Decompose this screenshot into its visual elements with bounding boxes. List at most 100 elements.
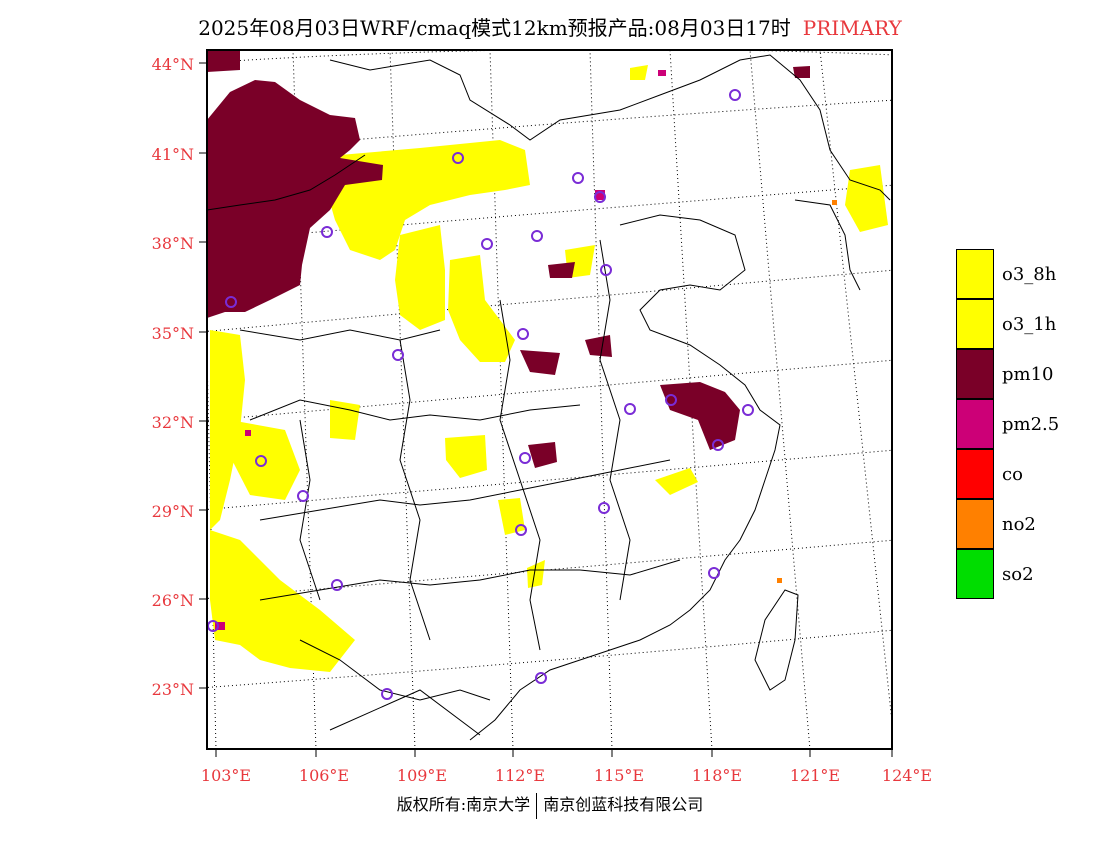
station-marker [665, 394, 677, 406]
lon-label: 106°E [298, 766, 350, 785]
station-marker [255, 455, 267, 467]
o3-region-korea [845, 165, 888, 232]
pm10-region-hebei [548, 262, 575, 278]
legend-label: pm2.5 [1002, 414, 1060, 435]
legend-label: co [1002, 464, 1023, 485]
o3-region-shaanxi [448, 255, 515, 362]
province-line [599, 239, 631, 601]
title-text: 2025年08月03日WRF/cmaq模式12km预报产品:08月03日17时 [198, 16, 791, 40]
lon-label: 103°E [200, 766, 252, 785]
station-marker [392, 349, 404, 361]
primary-tag: PRIMARY [802, 16, 902, 40]
lat-label: 29°N [151, 502, 194, 521]
station-marker [481, 238, 493, 250]
national-border-north [329, 54, 891, 201]
lon-label: 118°E [691, 766, 743, 785]
station-marker [708, 567, 720, 579]
legend-swatch [956, 249, 994, 299]
lat-label: 23°N [151, 680, 194, 699]
pm25-spot [595, 190, 605, 200]
pm10-region-northwest-corner [207, 50, 240, 72]
station-marker [598, 502, 610, 514]
no2-spot [832, 200, 837, 205]
province-line [499, 299, 541, 651]
legend-swatch [956, 399, 994, 449]
province-line [299, 419, 321, 601]
pm25-spots [215, 70, 666, 630]
coastline-east [469, 214, 781, 741]
lat-line-35 [207, 269, 892, 332]
station-marker [531, 230, 543, 242]
hainan-strait [329, 689, 481, 736]
station-marker [515, 524, 527, 536]
footer-divider [536, 792, 538, 819]
legend-swatch [956, 349, 994, 399]
station-marker [297, 490, 309, 502]
lat-label: 41°N [151, 145, 194, 164]
legend-swatch [956, 499, 994, 549]
pm25-spot [245, 430, 251, 436]
legend-label: so2 [1002, 564, 1034, 585]
legend-swatch [956, 549, 994, 599]
pm10-region-henan [520, 350, 560, 375]
legend-swatch [956, 299, 994, 349]
lat-line-44 [207, 50, 892, 64]
station-marker [381, 688, 393, 700]
station-marker [225, 296, 237, 308]
station-marker [594, 191, 606, 203]
station-marker [331, 579, 343, 591]
lon-label: 112°E [494, 766, 546, 785]
province-line [399, 339, 431, 641]
pm10-region-northeast [793, 66, 810, 78]
border-gansu-north [207, 154, 366, 211]
station-markers [207, 89, 754, 700]
map-content [207, 50, 892, 749]
o3-region-southwest [210, 530, 355, 672]
o3-region-loess [395, 225, 445, 330]
o3-region-south [527, 560, 545, 588]
legend-label: o3_1h [1002, 314, 1057, 335]
lon-label: 124°E [881, 766, 933, 785]
lat-label: 44°N [151, 55, 194, 74]
o3-region-hunan [498, 498, 525, 535]
pm10-region-inner-mongolia [207, 80, 383, 318]
pm10-regions [207, 50, 810, 468]
lon-line-115 [589, 50, 613, 749]
lon-line-103 [207, 334, 217, 749]
no2-spots [777, 200, 837, 583]
province-line [259, 559, 681, 601]
lat-label: 38°N [151, 234, 194, 253]
o3-region-chongqing [330, 400, 360, 440]
legend-label: no2 [1002, 514, 1036, 535]
province-line [249, 399, 581, 421]
map-title: 2025年08月03日WRF/cmaq模式12km预报产品:08月03日17时 P… [0, 12, 1100, 41]
province-line [259, 459, 671, 521]
station-marker [572, 172, 584, 184]
pm10-region-hubei [528, 442, 557, 468]
pm10-region-shandong [585, 335, 612, 357]
copyright-company: 南京创蓝科技有限公司 [543, 795, 704, 814]
province-line [299, 639, 491, 701]
province-line [239, 329, 441, 341]
station-marker [729, 89, 741, 101]
o3-region-central [445, 435, 487, 478]
no2-spot [777, 578, 782, 583]
station-marker [624, 403, 636, 415]
lat-label: 32°N [151, 413, 194, 432]
lon-line-112 [489, 50, 514, 749]
map-frame [206, 49, 893, 750]
axis-ticks [199, 62, 893, 757]
station-marker [712, 439, 724, 451]
copyright-owner: 版权所有:南京大学 [396, 795, 531, 814]
station-marker [452, 152, 464, 164]
station-marker [519, 452, 531, 464]
copyright-footer: 版权所有:南京大学 南京创蓝科技有限公司 [0, 791, 1100, 819]
lon-line-109 [389, 50, 416, 749]
o3-region-inner-mongolia [630, 65, 648, 80]
lon-label: 109°E [396, 766, 448, 785]
o3-regions [210, 65, 888, 672]
lon-label: 115°E [593, 766, 645, 785]
legend-swatch [956, 449, 994, 499]
lat-label: 35°N [151, 324, 194, 343]
